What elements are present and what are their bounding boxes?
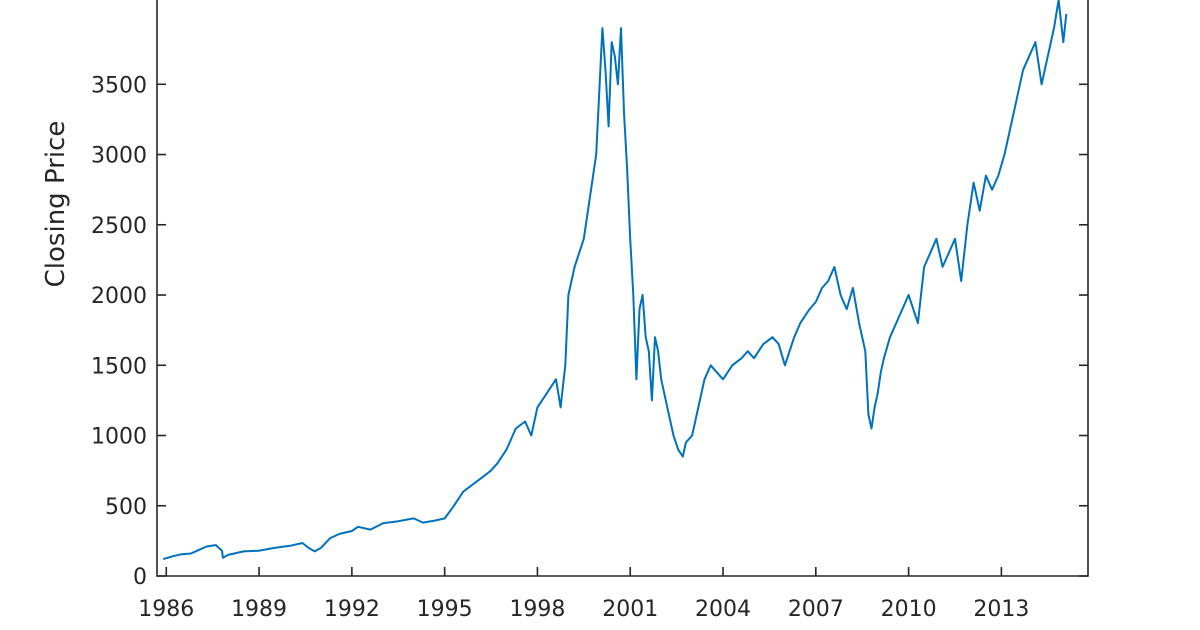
y-tick-label-3500: 3500 [91, 73, 147, 98]
y-axis-title: Closing Price [41, 121, 71, 288]
y-tick-label-500: 500 [105, 495, 147, 520]
x-tick-label-2007: 2007 [788, 597, 844, 622]
y-axis-ticks: 0 500 1000 1500 2000 2500 3000 3500 [91, 73, 1088, 590]
x-tick-label-2010: 2010 [881, 597, 937, 622]
x-axis-ticks: 1986 1989 1992 1995 1998 2001 2004 2007 2010 2013 [138, 567, 1029, 622]
y-tick-label-1000: 1000 [91, 425, 147, 450]
x-tick-label-1998: 1998 [509, 597, 565, 622]
y-tick-label-3000: 3000 [91, 144, 147, 169]
y-tick-label-2500: 2500 [91, 214, 147, 239]
x-tick-label-2001: 2001 [602, 597, 658, 622]
x-tick-label-1986: 1986 [138, 597, 194, 622]
x-tick-label-1989: 1989 [231, 597, 287, 622]
y-tick-label-2000: 2000 [91, 284, 147, 309]
x-tick-label-2013: 2013 [973, 597, 1029, 622]
axes-frame [156, 0, 1089, 577]
x-tick-label-1995: 1995 [417, 597, 473, 622]
y-tick-label-1500: 1500 [91, 354, 147, 379]
y-tick-label-0: 0 [133, 565, 147, 590]
closing-price-series-line [162, 0, 1068, 561]
x-tick-label-2004: 2004 [695, 597, 751, 622]
x-tick-label-1992: 1992 [324, 597, 380, 622]
